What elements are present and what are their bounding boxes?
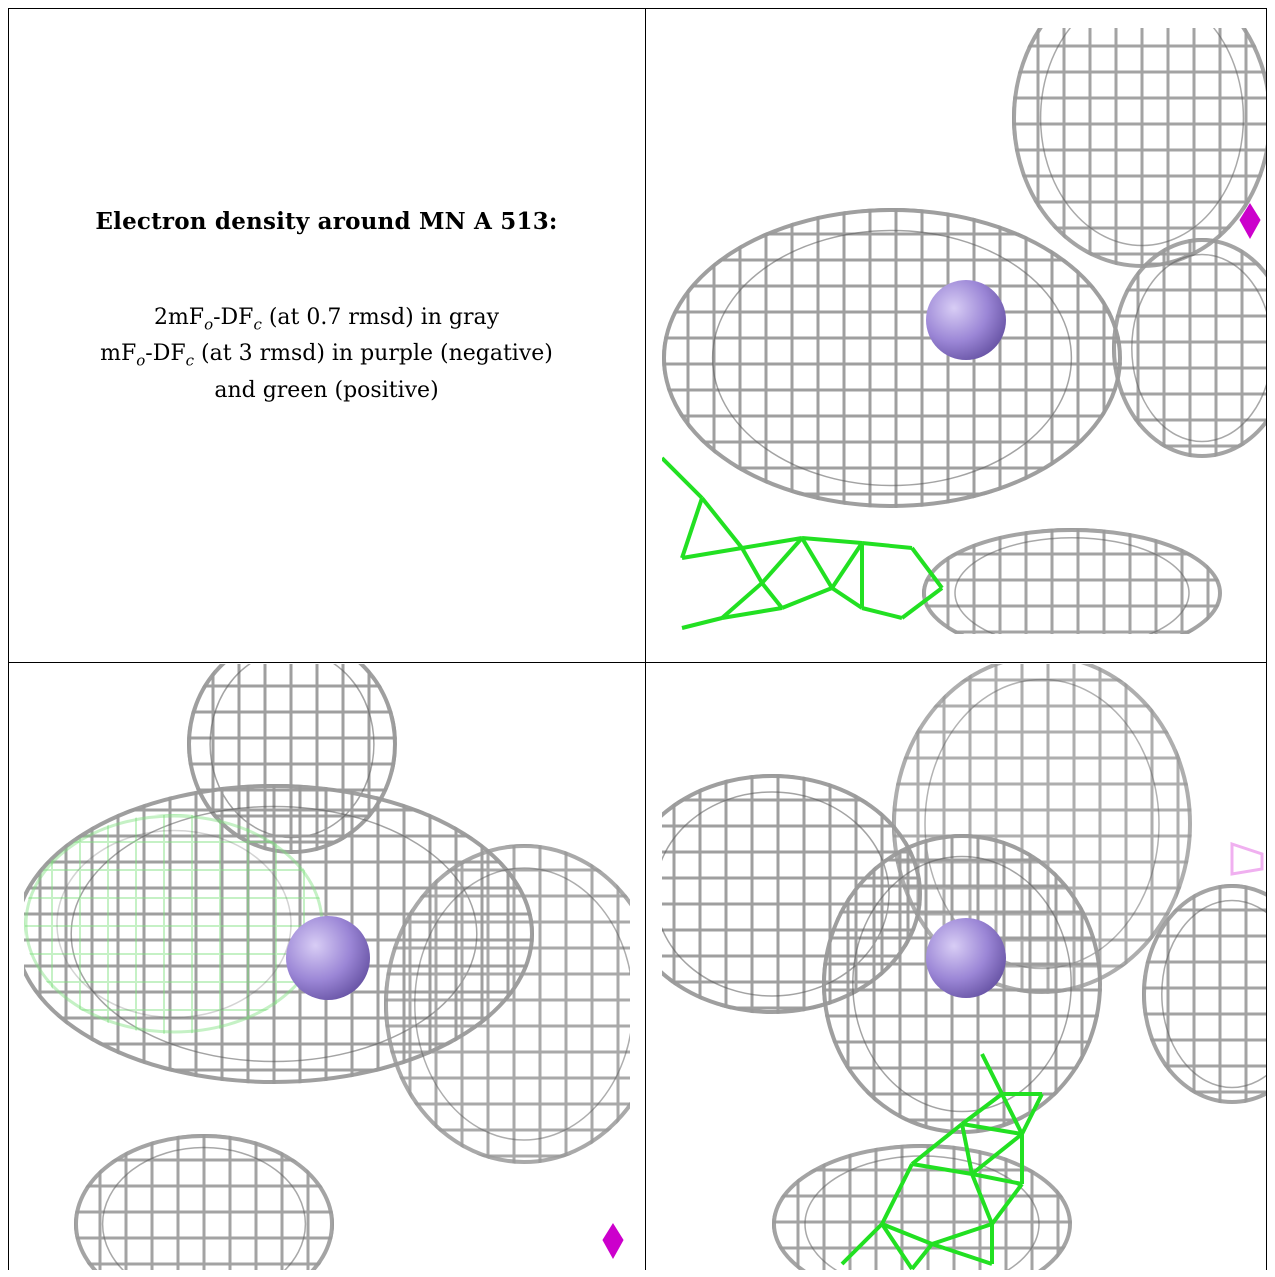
density-panel-bottom-right [662, 664, 1266, 1270]
positive-mesh-tr [662, 456, 944, 630]
density-mesh-top-right [662, 28, 1266, 634]
caption-line-2fo: 2mFo-DFc (at 0.7 rmsd) in gray [153, 305, 500, 334]
table-border-middle [8, 662, 1267, 663]
caption-line-colors: and green (positive) [214, 377, 439, 403]
negative-density-bl [602, 1223, 624, 1260]
mesh-bl-bottom [74, 1134, 334, 1270]
table-border-left [8, 8, 9, 1270]
mn-atom-sphere [286, 916, 370, 1000]
mesh-tr-main [662, 208, 1122, 508]
caption-title: Electron density around MN A 513: [95, 208, 558, 235]
density-mesh-bottom-right [662, 664, 1266, 1270]
mesh-tr-lower [922, 528, 1222, 634]
table-border-top [8, 8, 1267, 9]
negative-density-tr [1239, 203, 1261, 240]
caption-body: 2mFo-DFc (at 0.7 rmsd) in gray mFo-DFc (… [100, 303, 553, 406]
mesh-bl-right [384, 844, 630, 1164]
mesh-bl-top [187, 664, 397, 854]
caption-cell: Electron density around MN A 513: 2mFo-D… [8, 8, 645, 662]
density-panel-top-right [662, 28, 1266, 634]
caption-line-fo: mFo-DFc (at 3 rmsd) in purple (negative) [100, 341, 553, 370]
positive-mesh-br [840, 1053, 1044, 1270]
mesh-br-bottom [772, 1144, 1072, 1270]
density-mesh-bottom-left [24, 664, 630, 1270]
table-border-center [645, 8, 646, 1270]
table-border-right [1266, 8, 1267, 1270]
mesh-br-left [662, 774, 922, 1014]
negative-density-br [1230, 841, 1264, 876]
density-panel-bottom-left [24, 664, 630, 1270]
mn-atom-sphere [926, 918, 1006, 998]
mn-atom-sphere [926, 280, 1006, 360]
mesh-br-right [1142, 884, 1266, 1104]
